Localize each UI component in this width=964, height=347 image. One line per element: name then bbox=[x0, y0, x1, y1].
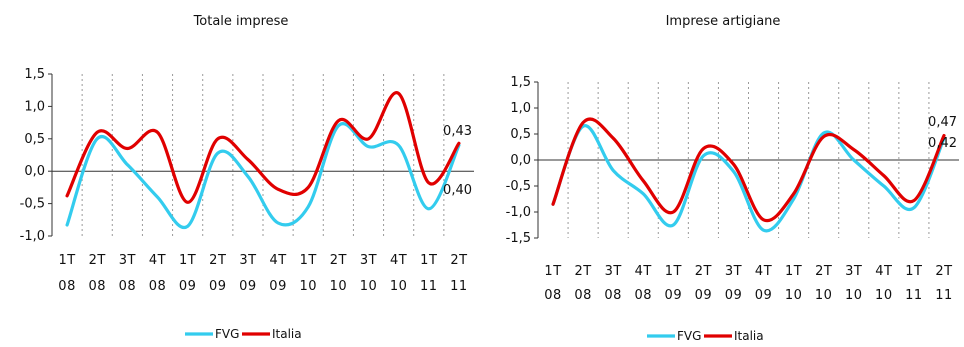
x-tick-label-year: 10 bbox=[330, 279, 348, 294]
x-tick-label-quarter: 4T bbox=[269, 253, 286, 268]
x-tick-label-year: 11 bbox=[905, 288, 923, 303]
x-tick-label-quarter: 2T bbox=[695, 264, 712, 279]
x-tick-label-year: 09 bbox=[209, 279, 227, 294]
x-tick-label-quarter: 1T bbox=[544, 264, 561, 279]
x-tick-label-year: 10 bbox=[299, 279, 317, 294]
x-tick-label-year: 08 bbox=[88, 279, 106, 294]
x-tick-label-quarter: 2T bbox=[89, 253, 106, 268]
series-line-italia bbox=[551, 117, 946, 223]
x-tick-label-year: 11 bbox=[420, 279, 438, 294]
x-tick-label-quarter: 2T bbox=[815, 264, 832, 279]
y-tick-label: 1,0 bbox=[510, 101, 531, 116]
chart-title: Imprese artigiane bbox=[665, 14, 781, 29]
x-tick-label-year: 09 bbox=[179, 279, 197, 294]
x-tick-label-year: 11 bbox=[450, 279, 468, 294]
x-tick-label-quarter: 3T bbox=[845, 264, 862, 279]
x-tick-label-year: 10 bbox=[785, 288, 803, 303]
y-tick-label: 1,5 bbox=[510, 75, 531, 90]
x-tick-label-quarter: 3T bbox=[725, 264, 742, 279]
x-tick-label-quarter: 4T bbox=[755, 264, 772, 279]
chart-panel-imprese-artigiane: Imprese artigiane 1,5 1,0 0,5 0,0 -0,5 -1,0 -1… bbox=[482, 0, 964, 347]
x-tick-label-year: 09 bbox=[269, 279, 287, 294]
y-tick-label: -1,0 bbox=[506, 205, 531, 220]
line-chart-totale-imprese: 1,5 1,0 0,5 0,0 -0,5 -1,0 1T 2T 3T 4T 1T 2T 3T 4T 1T 2T… bbox=[20, 67, 474, 341]
series-line-fvg bbox=[551, 124, 946, 233]
x-tick-label-quarter: 1T bbox=[665, 264, 682, 279]
data-label-last-value: 0,47 bbox=[928, 115, 957, 130]
x-tick-label-quarter: 2T bbox=[935, 264, 952, 279]
x-tick-label-quarter: 2T bbox=[330, 253, 347, 268]
x-tick-label-year: 09 bbox=[695, 288, 713, 303]
chart-panel-totale-imprese: Totale imprese 1,5 1,0 0,5 0,0 -0,5 -1,0 1T 2T 3… bbox=[20, 14, 474, 341]
x-tick-label-year: 08 bbox=[634, 288, 652, 303]
data-label-last-value: 0,42 bbox=[928, 136, 957, 151]
x-tick-label-quarter: 1T bbox=[300, 253, 317, 268]
x-tick-label-year: 08 bbox=[119, 279, 137, 294]
x-tick-label-year: 09 bbox=[725, 288, 743, 303]
y-tick-label: 0,5 bbox=[510, 127, 531, 142]
x-tick-label-quarter: 3T bbox=[360, 253, 377, 268]
x-tick-label-year: 10 bbox=[875, 288, 893, 303]
x-tick-label-quarter: 1T bbox=[785, 264, 802, 279]
x-tick-label-year: 10 bbox=[845, 288, 863, 303]
chart-title: Totale imprese bbox=[193, 14, 289, 29]
x-tick-label-quarter: 1T bbox=[179, 253, 196, 268]
legend-label-italia: Italia bbox=[272, 327, 302, 341]
x-tick-label-year: 11 bbox=[935, 288, 953, 303]
series-line-fvg bbox=[65, 122, 461, 230]
y-tick-label: 1,5 bbox=[24, 67, 45, 82]
y-tick-label: 0,0 bbox=[510, 153, 531, 168]
x-tick-label-year: 08 bbox=[604, 288, 622, 303]
x-tick-label-year: 09 bbox=[755, 288, 773, 303]
x-tick-label-year: 08 bbox=[58, 279, 76, 294]
x-tick-label-year: 10 bbox=[815, 288, 833, 303]
x-tick-label-year: 08 bbox=[149, 279, 167, 294]
x-tick-label-year: 08 bbox=[544, 288, 562, 303]
legend-label-fvg: FVG bbox=[677, 329, 701, 343]
x-tick-label-quarter: 1T bbox=[905, 264, 922, 279]
y-tick-label: -0,5 bbox=[506, 179, 531, 194]
x-tick-label-quarter: 4T bbox=[149, 253, 166, 268]
x-tick-label-quarter: 2T bbox=[574, 264, 591, 279]
x-tick-label-year: 09 bbox=[239, 279, 257, 294]
x-tick-label-quarter: 1T bbox=[58, 253, 75, 268]
y-tick-label: 1,0 bbox=[24, 99, 45, 114]
y-tick-label: -1,0 bbox=[20, 229, 45, 244]
x-tick-label-year: 10 bbox=[390, 279, 408, 294]
y-tick-label: 0,0 bbox=[24, 164, 45, 179]
legend-label-fvg: FVG bbox=[215, 327, 239, 341]
x-tick-label-quarter: 3T bbox=[119, 253, 136, 268]
x-tick-label-quarter: 3T bbox=[239, 253, 256, 268]
x-tick-label-quarter: 4T bbox=[390, 253, 407, 268]
data-label-last-value: 0,43 bbox=[443, 124, 472, 139]
series-line-italia bbox=[65, 91, 461, 204]
x-tick-label-quarter: 1T bbox=[420, 253, 437, 268]
x-tick-label-year: 10 bbox=[360, 279, 378, 294]
x-tick-label-quarter: 2T bbox=[209, 253, 226, 268]
x-tick-label-quarter: 4T bbox=[875, 264, 892, 279]
x-tick-label-quarter: 4T bbox=[635, 264, 652, 279]
x-tick-label-year: 08 bbox=[574, 288, 592, 303]
line-chart-imprese-artigiane: 1,5 1,0 0,5 0,0 -0,5 -1,0 -1,5 1T 2T 3T 4T 1T 2T 3T 4T… bbox=[506, 75, 959, 343]
x-tick-label-quarter: 3T bbox=[605, 264, 622, 279]
legend-label-italia: Italia bbox=[734, 329, 764, 343]
y-tick-label: 0,5 bbox=[24, 132, 45, 147]
data-label-last-value: 0,40 bbox=[443, 183, 472, 198]
x-tick-label-year: 09 bbox=[665, 288, 683, 303]
y-tick-label: -1,5 bbox=[506, 231, 531, 246]
y-tick-label: -0,5 bbox=[20, 197, 45, 212]
x-tick-label-quarter: 2T bbox=[450, 253, 467, 268]
